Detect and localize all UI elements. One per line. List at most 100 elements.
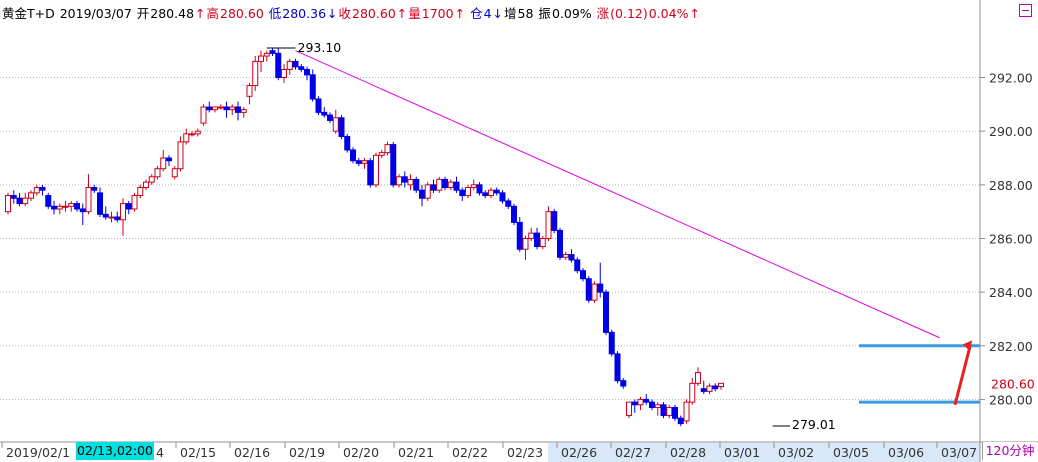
candle-body-down [327, 114, 333, 121]
candle-body-up [470, 184, 477, 189]
quote-header: 黄金T+D 2019/03/07 开280.48↑高280.60 低280.36… [2, 3, 701, 22]
volume-value: 1700 [421, 6, 454, 21]
candle-body-up [171, 168, 178, 178]
candle-body-up [718, 382, 724, 388]
candle-body-down [45, 195, 52, 207]
candle-body-down [91, 187, 98, 191]
candle-body-down [51, 205, 57, 210]
candle-body-up [637, 398, 644, 406]
candle-body-up [263, 52, 270, 57]
candle-body-down [74, 203, 80, 210]
candle-body-down [97, 192, 103, 215]
candle-body-up [212, 106, 218, 111]
candle-body-down [344, 136, 351, 151]
candle-body-down [223, 106, 230, 111]
candle-body-up [447, 181, 454, 189]
candle-body-up [488, 189, 494, 197]
candle-body-up [154, 168, 161, 178]
volume-label: 量 [408, 6, 421, 21]
candle-body-up [706, 385, 713, 392]
overlays-layer [295, 50, 980, 406]
oi-change-value: 58 [517, 6, 534, 21]
candle-body-down [206, 106, 213, 111]
candle-body-down [643, 398, 650, 403]
candle-body-down [574, 259, 581, 272]
candle-body-up [56, 205, 63, 210]
candle-body-down [568, 254, 575, 261]
candle-body-up [654, 404, 661, 408]
period-selector[interactable]: 120分钟 [982, 442, 1037, 460]
price-tick-labels: 292.00 290.00 288.00 286.00 284.00 282.00 280.… [980, 71, 1035, 407]
change-pct: 0.04% [648, 6, 689, 21]
time-tick-label: 02/23 [507, 445, 543, 460]
time-tick-label: 2019/02/1 [6, 445, 70, 460]
candle-body-up [332, 117, 339, 132]
candle-body-down [235, 106, 241, 113]
last-price-label: 280.60 [991, 376, 1035, 391]
time-tick-label: 4 [156, 445, 164, 460]
candle-body-down [516, 221, 523, 250]
candle-body-down [321, 111, 328, 116]
candle-body-down [401, 176, 408, 183]
candle-body-down [304, 68, 310, 76]
up-arrow-head [963, 340, 972, 352]
candle-body-down [499, 192, 506, 202]
time-tick-label: 03/01 [724, 445, 760, 460]
candle-body-up [194, 130, 201, 135]
candle-body-down [511, 205, 517, 223]
low-label: 低 [268, 6, 282, 21]
candle-body-up [143, 181, 149, 189]
candle-body-down [166, 157, 172, 162]
candle-body-up [396, 176, 402, 186]
candle-body-down [102, 213, 109, 218]
selected-date-label: 02/13,02:00 [76, 442, 154, 460]
change-value: (0.12) [610, 6, 648, 21]
collapse-icon[interactable] [1019, 4, 1032, 17]
candle-body-down [608, 331, 615, 355]
candle-body-up [539, 237, 546, 248]
candle-body-up [137, 187, 144, 197]
price-gridlines [0, 77, 980, 400]
candle-body-up [200, 106, 207, 124]
candle-body-down [620, 380, 627, 387]
change-label: 涨 [596, 6, 610, 21]
time-tick-label: 03/05 [833, 445, 869, 460]
candle-body-up [217, 106, 224, 109]
candle-body-up [626, 401, 632, 417]
candle-body-up [148, 176, 155, 183]
price-tick-label: 288.00 [989, 178, 1033, 193]
candle-body-down [677, 417, 684, 425]
candle-body-down [269, 50, 276, 54]
price-tick-label: 290.00 [989, 124, 1033, 139]
open-arrow: ↑ [195, 6, 206, 21]
high-label: 高 [206, 6, 220, 21]
candle-body-up [286, 60, 293, 70]
candle-body-down [597, 283, 604, 293]
time-tick-label: 03/07 [941, 445, 977, 460]
candle-body-up [258, 55, 264, 62]
candle-body-down [298, 66, 305, 70]
candle-body-down [712, 385, 719, 390]
candle-body-down [10, 195, 17, 199]
candle-body-up [689, 382, 696, 403]
candle-body-up [545, 211, 552, 239]
candle-body-up [240, 109, 247, 113]
oi-value: 4 [483, 6, 492, 21]
close-label: 收 [338, 6, 352, 21]
oi-arrow: ↓ [492, 6, 504, 21]
time-tick-label: 02/27 [615, 445, 651, 460]
time-tick-label: 03/02 [778, 445, 814, 460]
candle-body-up [131, 195, 138, 210]
candle-body-up [695, 372, 701, 384]
up-arrow-shaft [953, 346, 972, 406]
candle-body-down [476, 184, 483, 194]
annotations-layer: 293.10 279.01 [266, 40, 836, 432]
low-arrow: ↓ [327, 6, 338, 21]
time-tick-labels: 2019/02/1 4 02/15 02/16 02/19 02/20 02/21 02/22… [1, 442, 977, 460]
candle-body-down [309, 74, 316, 100]
candle-body-down [315, 98, 322, 113]
candle-body-up [108, 216, 115, 219]
time-tick-label: 02/15 [180, 445, 216, 460]
time-tick-label: 02/19 [289, 445, 325, 460]
